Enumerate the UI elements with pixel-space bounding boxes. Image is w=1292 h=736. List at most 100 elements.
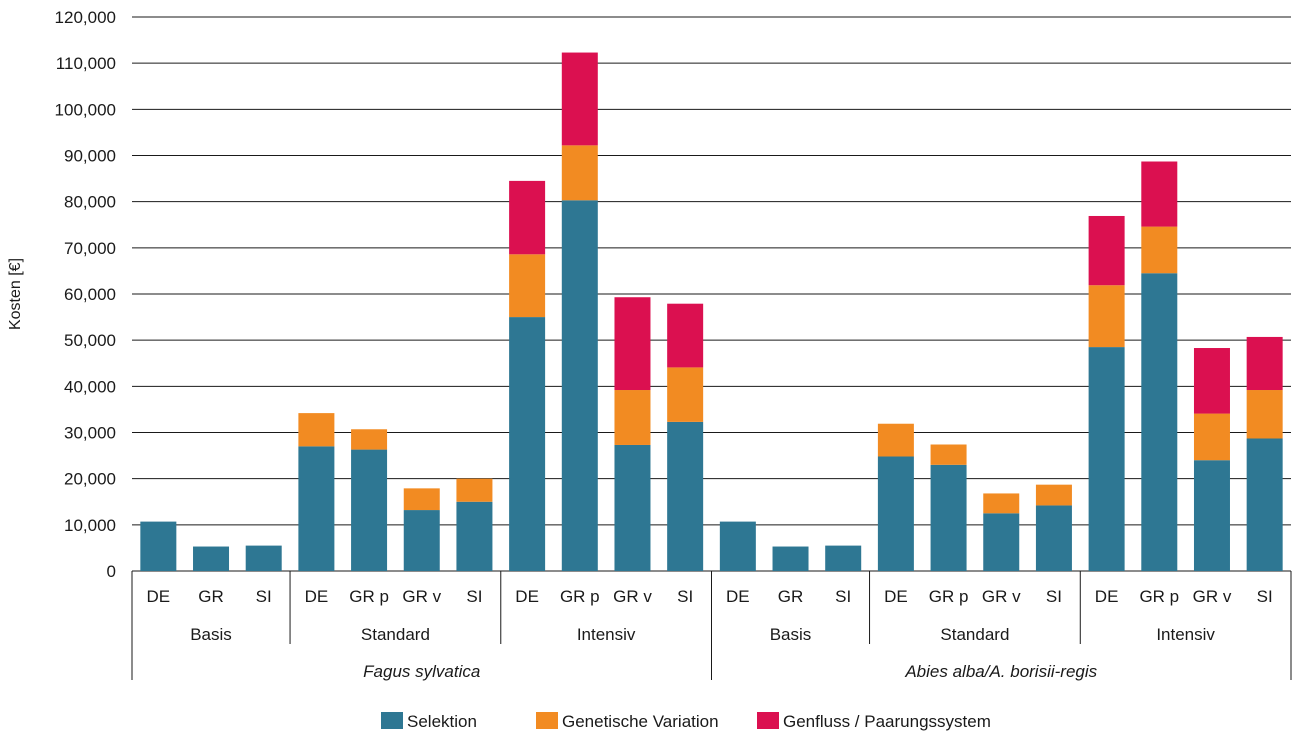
bar-segment [1141, 226, 1178, 274]
x-group-label: Intensiv [1156, 625, 1215, 644]
bar-segment [1193, 413, 1230, 461]
x-category-label: DE [1095, 587, 1119, 606]
bar-segment [561, 52, 598, 146]
legend: Selektion Genetische Variation Genfluss / … [381, 712, 991, 731]
legend-swatch [381, 712, 403, 729]
bar-segment [1141, 161, 1178, 227]
x-category-label: GR v [613, 587, 652, 606]
bar-segment [667, 303, 704, 368]
bar-segment [772, 546, 809, 571]
x-category-label: GR p [929, 587, 969, 606]
x-species-label: Fagus sylvatica [363, 662, 480, 681]
bar-segment [561, 200, 598, 571]
bar-segment [1246, 438, 1283, 571]
x-category-label: SI [256, 587, 272, 606]
x-category-label: GR p [560, 587, 600, 606]
bar-segment [298, 413, 335, 447]
x-group-label: Standard [940, 625, 1009, 644]
y-tick-label: 10,000 [64, 516, 116, 535]
bar-segment [1088, 285, 1125, 348]
bar-segment [667, 421, 704, 571]
x-species-label: Abies alba/A. borisii-regis [904, 662, 1097, 681]
x-category-label: GR v [1193, 587, 1232, 606]
bar-segment [877, 423, 914, 457]
y-axis-title: Kosten [€] [7, 258, 24, 330]
bar-segment [140, 521, 177, 571]
y-tick-label: 120,000 [55, 8, 116, 27]
bar-segment [614, 390, 651, 445]
bar-segment [983, 493, 1020, 514]
bar-segment [509, 317, 546, 571]
bar-segment [193, 546, 230, 571]
bar-segment [351, 429, 388, 450]
bar-segment [930, 444, 967, 465]
x-category-label: GR [778, 587, 804, 606]
x-category-label: GR v [982, 587, 1021, 606]
x-category-label: SI [835, 587, 851, 606]
bar-segment [403, 488, 440, 511]
y-tick-label: 100,000 [55, 100, 116, 119]
y-tick-label: 90,000 [64, 147, 116, 166]
bar-segment [403, 510, 440, 571]
bar-segment [561, 145, 598, 201]
bar-segment [930, 464, 967, 571]
x-group-label: Basis [770, 625, 812, 644]
x-category-label: DE [884, 587, 908, 606]
bar-segment [1088, 347, 1125, 571]
x-category-label: SI [1257, 587, 1273, 606]
x-category-label: SI [466, 587, 482, 606]
bar-segment [1193, 460, 1230, 571]
bar-segment [1246, 336, 1283, 391]
bar-segment [719, 521, 756, 571]
legend-label: Selektion [407, 712, 477, 731]
bar-segment [1193, 348, 1230, 414]
y-tick-label: 20,000 [64, 470, 116, 489]
bar-segment [298, 446, 335, 571]
bar-segment [1141, 273, 1178, 571]
x-category-label: DE [305, 587, 329, 606]
bar-segment [614, 297, 651, 391]
bar-segment [509, 254, 546, 318]
bar-segment [614, 444, 651, 571]
bar-segment [456, 501, 493, 571]
bar-segment [877, 456, 914, 571]
x-category-label: GR p [349, 587, 389, 606]
x-category-label: DE [726, 587, 750, 606]
y-tick-label: 50,000 [64, 331, 116, 350]
bar-segment [1246, 390, 1283, 439]
legend-label: Genfluss / Paarungssystem [783, 712, 991, 731]
y-tick-label: 40,000 [64, 377, 116, 396]
legend-label: Genetische Variation [562, 712, 719, 731]
x-group-label: Standard [361, 625, 430, 644]
x-axis: DE GR SI DE GR p GR v SI DE GR p GR v SI DE GR SI DE GR… [131, 571, 1292, 681]
y-axis-tick-labels: 0 10,000 20,000 30,000 40,000 50,000 60,000 70,… [55, 8, 116, 581]
x-group-label: Intensiv [577, 625, 636, 644]
bar-segment [351, 449, 388, 571]
y-tick-label: 60,000 [64, 285, 116, 304]
x-category-label: DE [147, 587, 171, 606]
bar-segment [1035, 505, 1072, 571]
x-category-label: GR v [402, 587, 441, 606]
y-tick-label: 0 [107, 562, 116, 581]
legend-swatch [536, 712, 558, 729]
y-tick-label: 70,000 [64, 239, 116, 258]
y-tick-label: 80,000 [64, 193, 116, 212]
x-group-label: Basis [190, 625, 232, 644]
x-category-label: DE [515, 587, 539, 606]
y-tick-label: 30,000 [64, 424, 116, 443]
bar-segment [667, 367, 704, 422]
bar-segment [825, 545, 862, 571]
bar-segment [1088, 215, 1125, 286]
bar-segment [983, 513, 1020, 571]
bar-segment [245, 545, 282, 571]
bar-segment [509, 180, 546, 255]
bar-segment [456, 478, 493, 502]
bar-segment [1035, 484, 1072, 506]
legend-swatch [757, 712, 779, 729]
y-tick-label: 110,000 [56, 54, 116, 73]
x-category-label: GR [198, 587, 224, 606]
x-category-label: SI [677, 587, 693, 606]
bars [140, 52, 1283, 571]
x-category-label: SI [1046, 587, 1062, 606]
